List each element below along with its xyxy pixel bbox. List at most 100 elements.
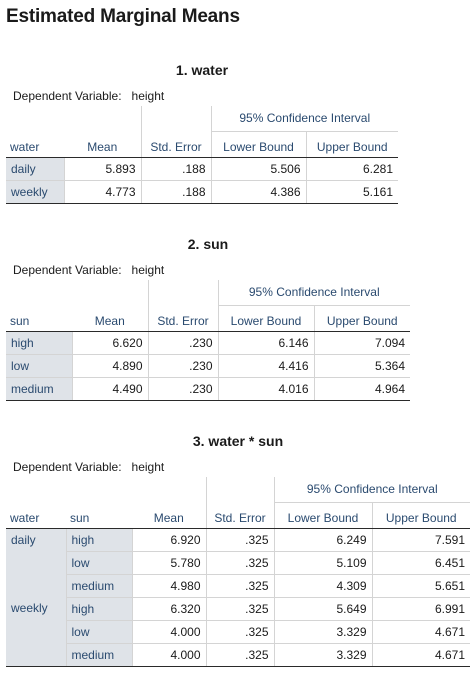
upper-bound-cell: 7.094 [313, 331, 410, 355]
mean-cell: 4.890 [71, 354, 148, 378]
upper-bound-cell: 7.591 [371, 528, 470, 552]
row-label: high [65, 597, 132, 621]
mean-cell: 6.920 [131, 528, 206, 552]
mean-cell: 6.320 [131, 597, 206, 621]
table2-dependent-variable: Dependent Variable: height [13, 263, 164, 277]
lower-bound-cell: 3.329 [273, 643, 372, 667]
upper-bound-cell: 6.991 [371, 597, 470, 621]
mean-cell: 4.773 [63, 180, 141, 204]
dep-label: Dependent Variable: [13, 460, 122, 474]
table2-title: 2. sun [187, 236, 229, 252]
factor-header: sun [6, 305, 72, 332]
row-label: high [6, 331, 72, 355]
dep-label: Dependent Variable: [13, 263, 122, 277]
table2: 95% Confidence Interval sun Mean Std. Er… [6, 280, 410, 401]
table-row: daily 5.893 .188 5.506 6.281 [6, 157, 398, 181]
factor-header: water [6, 131, 64, 158]
table-row: medium 4.980 .325 4.309 5.651 [6, 574, 470, 598]
lower-bound-cell: 4.016 [217, 377, 314, 401]
row-label: weekly [6, 180, 64, 204]
lower-bound-cell: 4.386 [210, 180, 306, 204]
factor2-header: sun [66, 502, 132, 529]
upper-bound-cell: 5.651 [371, 574, 470, 598]
dep-label: Dependent Variable: [13, 89, 122, 103]
mean-cell: 5.780 [131, 551, 206, 575]
row-label: medium [65, 574, 132, 598]
std-error-cell: .188 [140, 157, 211, 181]
dep-value: height [131, 460, 165, 474]
mean-cell: 4.000 [131, 643, 206, 667]
row-label: medium [6, 377, 72, 401]
table3-dependent-variable: Dependent Variable: height [13, 460, 164, 474]
upper-bound-cell: 4.671 [371, 620, 470, 644]
row-label: low [65, 551, 132, 575]
row-label: medium [65, 643, 132, 667]
lower-bound-cell: 5.649 [273, 597, 372, 621]
std-error-cell: .325 [205, 574, 274, 598]
group-label: weekly [6, 597, 66, 667]
table3: 95% Confidence Interval water sun Mean S… [6, 477, 470, 667]
std-error-cell: .325 [205, 643, 274, 667]
ci-header: 95% Confidence Interval [273, 477, 470, 503]
ci-header: 95% Confidence Interval [210, 106, 398, 132]
std-error-header: Std. Error [140, 131, 211, 158]
table-row: low 4.890 .230 4.416 5.364 [6, 354, 410, 378]
upper-bound-cell: 4.671 [371, 643, 470, 667]
table1-dependent-variable: Dependent Variable: height [13, 89, 164, 103]
upper-bound-cell: 6.281 [305, 157, 398, 181]
std-error-cell: .230 [147, 331, 218, 355]
table-row: weekly high 6.320 .325 5.649 6.991 [6, 597, 470, 667]
lower-bound-cell: 6.249 [273, 528, 372, 552]
table-row: low 5.780 .325 5.109 6.451 [6, 551, 470, 575]
table-row: low 4.000 .325 3.329 4.671 [6, 620, 470, 644]
std-error-cell: .325 [205, 597, 274, 621]
lower-bound-cell: 3.329 [273, 620, 372, 644]
table-row: medium 4.000 .325 3.329 4.671 [6, 643, 470, 667]
upper-bound-cell: 4.964 [313, 377, 410, 401]
upper-bound-cell: 5.161 [305, 180, 398, 204]
page-title: Estimated Marginal Means [6, 6, 240, 27]
table-row: medium 4.490 .230 4.016 4.964 [6, 377, 410, 401]
mean-cell: 5.893 [63, 157, 141, 181]
std-error-cell: .230 [147, 377, 218, 401]
mean-cell: 4.490 [71, 377, 148, 401]
lower-bound-cell: 4.416 [217, 354, 314, 378]
table-row: high 6.620 .230 6.146 7.094 [6, 331, 410, 355]
table3-title: 3. water * sun [192, 433, 284, 449]
std-error-header: Std. Error [205, 502, 274, 529]
mean-cell: 4.980 [131, 574, 206, 598]
mean-cell: 6.620 [71, 331, 148, 355]
factor1-header: water [6, 502, 66, 529]
upper-bound-header: Upper Bound [313, 305, 410, 332]
upper-bound-cell: 6.451 [371, 551, 470, 575]
table-row: daily high 6.920 .325 6.249 7.591 [6, 528, 470, 597]
row-label: high [65, 528, 132, 552]
std-error-cell: .188 [140, 180, 211, 204]
table1-title: 1. water [175, 62, 229, 78]
dep-value: height [131, 89, 165, 103]
table1: 95% Confidence Interval water Mean Std. … [6, 106, 398, 204]
mean-cell: 4.000 [131, 620, 206, 644]
lower-bound-cell: 5.506 [210, 157, 306, 181]
lower-bound-header: Lower Bound [217, 305, 314, 332]
row-label: low [6, 354, 72, 378]
std-error-cell: .325 [205, 528, 274, 552]
lower-bound-cell: 4.309 [273, 574, 372, 598]
lower-bound-header: Lower Bound [210, 131, 306, 158]
lower-bound-cell: 5.109 [273, 551, 372, 575]
mean-header: Mean [72, 305, 148, 332]
std-error-cell: .325 [205, 620, 274, 644]
row-label: low [65, 620, 132, 644]
lower-bound-header: Lower Bound [273, 502, 372, 529]
std-error-cell: .230 [147, 354, 218, 378]
std-error-header: Std. Error [147, 305, 218, 332]
group-label: daily [6, 528, 66, 597]
upper-bound-cell: 5.364 [313, 354, 410, 378]
upper-bound-header: Upper Bound [305, 131, 398, 158]
ci-header: 95% Confidence Interval [217, 280, 410, 306]
upper-bound-header: Upper Bound [371, 502, 470, 529]
lower-bound-cell: 6.146 [217, 331, 314, 355]
std-error-cell: .325 [205, 551, 274, 575]
table-row: weekly 4.773 .188 4.386 5.161 [6, 180, 398, 204]
row-label: daily [6, 157, 64, 181]
